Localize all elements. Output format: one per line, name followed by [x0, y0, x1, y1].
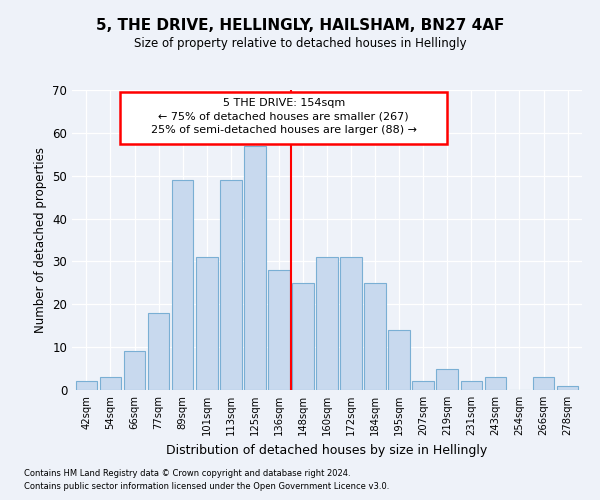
Bar: [436, 368, 458, 390]
Bar: [340, 257, 362, 390]
Text: ← 75% of detached houses are smaller (267): ← 75% of detached houses are smaller (26…: [158, 112, 409, 122]
Text: Contains public sector information licensed under the Open Government Licence v3: Contains public sector information licen…: [24, 482, 389, 491]
Bar: [316, 257, 338, 390]
Bar: [557, 386, 578, 390]
Bar: [388, 330, 410, 390]
Bar: [461, 382, 482, 390]
Bar: [172, 180, 193, 390]
FancyBboxPatch shape: [120, 92, 447, 144]
Bar: [220, 180, 242, 390]
Text: Contains HM Land Registry data © Crown copyright and database right 2024.: Contains HM Land Registry data © Crown c…: [24, 468, 350, 477]
Bar: [196, 257, 218, 390]
Text: 5 THE DRIVE: 154sqm: 5 THE DRIVE: 154sqm: [223, 98, 345, 108]
Bar: [124, 352, 145, 390]
Bar: [268, 270, 290, 390]
X-axis label: Distribution of detached houses by size in Hellingly: Distribution of detached houses by size …: [166, 444, 488, 456]
Text: Size of property relative to detached houses in Hellingly: Size of property relative to detached ho…: [134, 38, 466, 51]
Text: 25% of semi-detached houses are larger (88) →: 25% of semi-detached houses are larger (…: [151, 125, 416, 135]
Bar: [148, 313, 169, 390]
Text: 5, THE DRIVE, HELLINGLY, HAILSHAM, BN27 4AF: 5, THE DRIVE, HELLINGLY, HAILSHAM, BN27 …: [96, 18, 504, 32]
Bar: [364, 283, 386, 390]
Bar: [533, 377, 554, 390]
Bar: [485, 377, 506, 390]
Bar: [292, 283, 314, 390]
Bar: [244, 146, 266, 390]
Y-axis label: Number of detached properties: Number of detached properties: [34, 147, 47, 333]
Bar: [412, 382, 434, 390]
Bar: [76, 382, 97, 390]
Bar: [100, 377, 121, 390]
